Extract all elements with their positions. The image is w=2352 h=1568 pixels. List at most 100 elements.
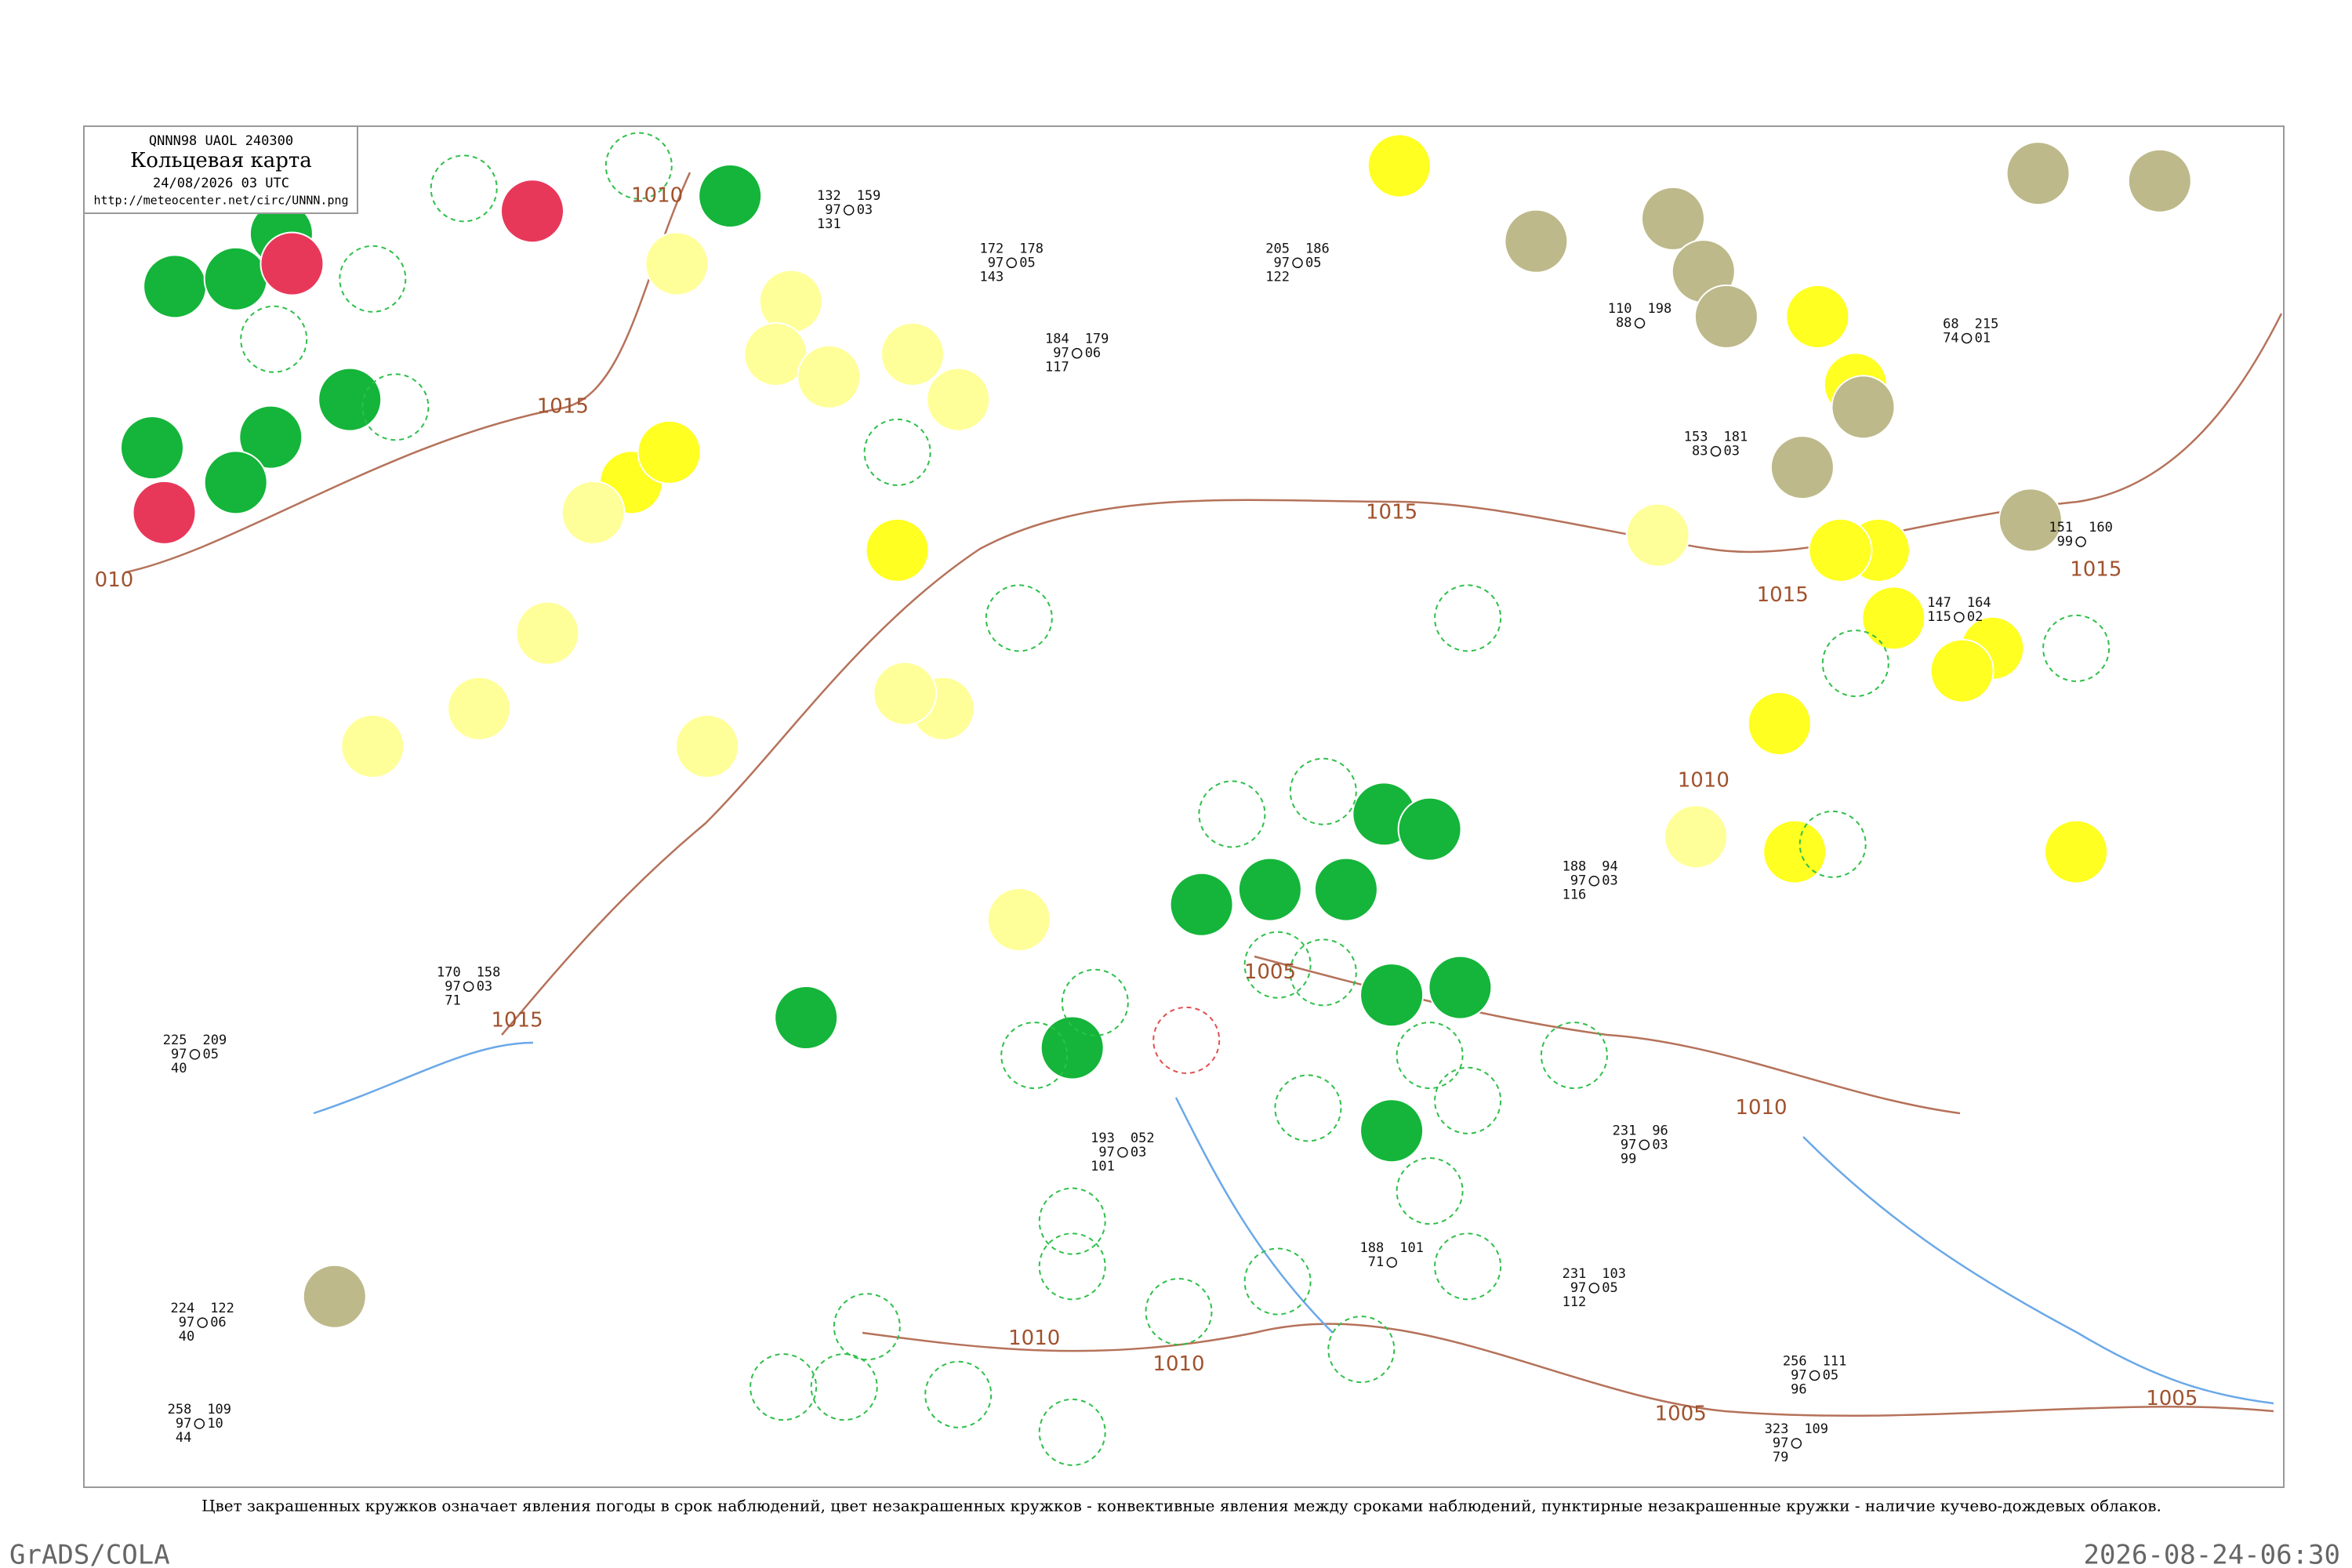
cb-circle <box>1289 757 1357 826</box>
weather-circle <box>2127 148 2192 213</box>
isobar-label: 1010 <box>1678 769 1730 793</box>
station-value: 05 <box>1823 1367 1838 1383</box>
cb-circle <box>1243 1247 1312 1316</box>
header-box <box>83 125 358 214</box>
station-value: 224 <box>170 1301 194 1316</box>
isobar-label: 1010 <box>631 183 683 207</box>
station-marker <box>1639 1139 1650 1150</box>
station-value: 052 <box>1131 1131 1155 1146</box>
station-value: 06 <box>1085 346 1101 361</box>
weather-circle <box>1808 517 1873 583</box>
cb-circle <box>1152 1006 1221 1074</box>
weather-circle <box>774 985 839 1051</box>
weather-circle <box>1747 691 1812 757</box>
station-value: 97 <box>1791 1367 1806 1383</box>
isobar-label: 1015 <box>2070 557 2122 581</box>
weather-circle <box>238 405 303 470</box>
station-value: 97 <box>1053 346 1069 361</box>
weather-circle <box>1929 638 1994 703</box>
cb-circle <box>1434 584 1502 652</box>
station-marker <box>1634 318 1646 328</box>
weather-circle <box>1237 857 1302 922</box>
weather-circle <box>880 321 945 387</box>
isobar-label: 1015 <box>1366 500 1417 524</box>
station-value: 97 <box>179 1315 194 1330</box>
cb-circle <box>1061 968 1129 1036</box>
cb-circle <box>1289 938 1357 1007</box>
station-value: 06 <box>210 1315 226 1330</box>
weather-circle <box>447 676 512 741</box>
isobar-label: 1010 <box>1152 1352 1204 1376</box>
weather-circle <box>1359 963 1425 1028</box>
cb-circle <box>430 154 498 223</box>
weather-circle <box>1428 955 1493 1020</box>
header-code: QNNN98 UAOL 240300 <box>149 133 293 149</box>
weather-circle <box>1693 284 1759 349</box>
cb-circle <box>1145 1278 1213 1346</box>
isobar-labels: 010 1015 1010 1015 1005 1010 1010 1015 1010 1015 1… <box>95 183 2198 1425</box>
station-value: 05 <box>1602 1280 1617 1296</box>
station-value: 117 <box>1045 360 1069 376</box>
station-value: 256 <box>1783 1353 1807 1369</box>
station-marker <box>2075 536 2086 547</box>
software-label: GrADS/COLA <box>9 1540 170 1568</box>
weather-circle <box>698 163 763 228</box>
station-marker <box>463 981 474 993</box>
station-value: 159 <box>857 188 881 204</box>
header-date: 24/08/2026 03 UTC <box>153 176 289 191</box>
weather-circle <box>203 450 268 515</box>
station-value: 97 <box>171 1047 187 1062</box>
station-value: 172 <box>980 241 1004 256</box>
station-value: 158 <box>477 964 501 980</box>
station-marker <box>1117 1147 1128 1158</box>
station-value: 101 <box>1091 1159 1115 1174</box>
station-value: 151 <box>2049 520 2073 535</box>
station-marker <box>1710 445 1722 457</box>
weather-circle <box>873 661 938 726</box>
weather-circle <box>500 179 564 244</box>
station-marker <box>1588 875 1600 887</box>
station-value: 40 <box>171 1061 187 1076</box>
station-value: 110 <box>1608 301 1632 317</box>
cb-circle <box>924 1360 993 1428</box>
station-value: 99 <box>2057 534 2073 550</box>
cb-circle <box>1038 1187 1106 1255</box>
timestamp: 2026-08-24-06:30 <box>2083 1540 2340 1568</box>
cb-circle <box>1198 780 1266 848</box>
weather-circle <box>203 246 268 311</box>
station-value: 94 <box>1602 859 1617 875</box>
station-marker <box>1809 1370 1820 1381</box>
isobar-label: 1010 <box>1735 1096 1787 1120</box>
station-value: 198 <box>1648 301 1672 317</box>
weather-circle <box>120 416 184 481</box>
cb-circle <box>1798 810 1867 878</box>
station-value: 122 <box>1265 269 1290 285</box>
station-value: 44 <box>176 1430 191 1446</box>
cb-circle <box>240 305 308 373</box>
station-value: 181 <box>1724 430 1748 445</box>
weather-circle <box>340 713 405 779</box>
station-value: 109 <box>1804 1421 1828 1437</box>
weather-circle <box>797 344 862 409</box>
weather-circle <box>644 231 710 296</box>
weather-circle <box>132 480 197 545</box>
weather-circle <box>1625 503 1690 568</box>
weather-circle <box>1397 797 1462 862</box>
weather-circle <box>515 601 580 666</box>
station-value: 05 <box>203 1047 219 1062</box>
isobar-label: 1005 <box>1244 960 1296 984</box>
weather-circle <box>1998 488 2063 553</box>
cb-circle <box>1000 1022 1069 1090</box>
station-value: 132 <box>817 188 841 204</box>
station-value: 184 <box>1045 332 1069 347</box>
station-value: 170 <box>437 964 461 980</box>
isobar-label: 1005 <box>2146 1387 2198 1410</box>
isobar-label: 1015 <box>1757 583 1809 607</box>
station-value: 231 <box>1563 1266 1587 1282</box>
weather-circle <box>865 517 930 583</box>
station-marker <box>1791 1438 1802 1449</box>
station-value: 205 <box>1265 241 1290 256</box>
station-value: 10 <box>207 1416 223 1432</box>
caption: Цвет закрашенных кружков означает явлени… <box>201 1497 2161 1515</box>
